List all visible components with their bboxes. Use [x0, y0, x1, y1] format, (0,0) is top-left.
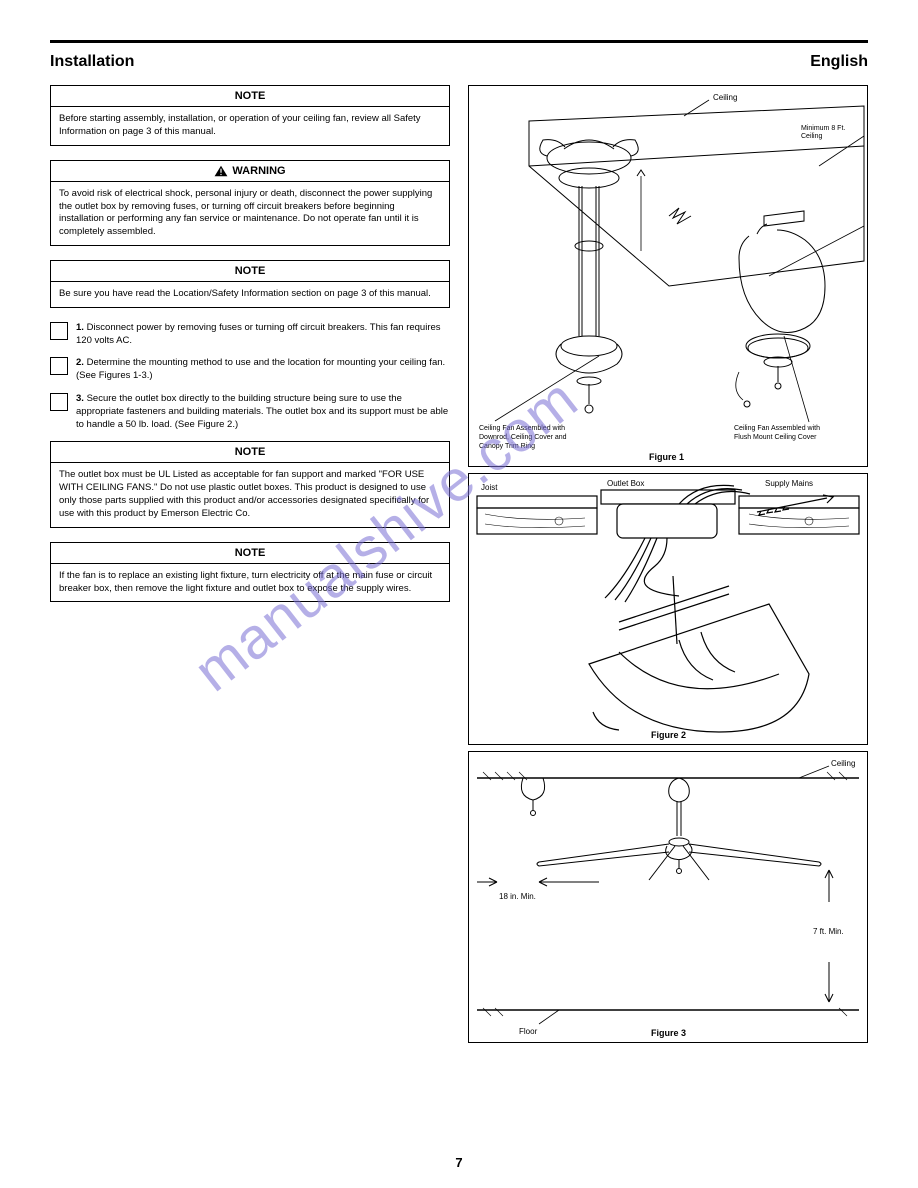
- step-1: 1. Disconnect power by removing fuses or…: [50, 322, 450, 348]
- note-body-2: Be sure you have read the Location/Safet…: [51, 282, 449, 307]
- section-title: Installation: [50, 53, 134, 71]
- fig3-label-ceiling: Ceiling: [831, 759, 855, 768]
- warning-body: To avoid risk of electrical shock, perso…: [51, 182, 449, 245]
- step-num: 1.: [76, 322, 84, 333]
- note-title: NOTE: [51, 86, 449, 107]
- fig1-label-minceiling: Minimum 8 Ft.: [801, 125, 845, 132]
- warning-title: WARNING: [51, 161, 449, 182]
- fig2-label-supply: Supply Mains: [765, 479, 813, 488]
- fig1-label-left: Ceiling Fan Assembled with: [479, 425, 565, 432]
- step-text: Determine the mounting method to use and…: [76, 357, 445, 381]
- fig2-caption: Figure 2: [651, 730, 686, 740]
- svg-text:Canopy Trim Ring: Canopy Trim Ring: [479, 443, 535, 450]
- fig1-label-ceiling: Ceiling: [713, 93, 737, 102]
- svg-text:Downrod, Ceiling Cover and: Downrod, Ceiling Cover and: [479, 434, 567, 441]
- note-box-2: NOTE Be sure you have read the Location/…: [50, 260, 450, 308]
- fig3-label-7ft: 7 ft. Min.: [813, 927, 844, 936]
- step-num: 3.: [76, 393, 84, 404]
- checkbox: [50, 357, 68, 375]
- page-number: 7: [0, 1155, 918, 1170]
- step-text: Secure the outlet box directly to the bu…: [76, 393, 448, 430]
- warning-icon: [214, 165, 228, 177]
- note-box-1: NOTE Before starting assembly, installat…: [50, 85, 450, 146]
- note-body: Before starting assembly, installation, …: [51, 107, 449, 145]
- fig1-label-right: Ceiling Fan Assembled with: [734, 425, 820, 432]
- fig3-label-floor: Floor: [519, 1027, 538, 1036]
- warning-label: WARNING: [232, 165, 285, 177]
- note-title-4: NOTE: [51, 543, 449, 564]
- note-title-3: NOTE: [51, 442, 449, 463]
- figure-2: Joist Outlet Box Supply Mains Figure 2: [468, 473, 868, 745]
- note-body-4: If the fan is to replace an existing lig…: [51, 564, 449, 602]
- checkbox: [50, 322, 68, 340]
- fig3-label-18in: 18 in. Min.: [499, 892, 536, 901]
- note-body-3: The outlet box must be UL Listed as acce…: [51, 463, 449, 526]
- figure-1: Ceiling Minimum 8 Ft. Ceiling Ceiling Fa…: [468, 85, 868, 467]
- fig2-label-outlet: Outlet Box: [607, 479, 644, 488]
- note-title-2: NOTE: [51, 261, 449, 282]
- note-box-3: NOTE The outlet box must be UL Listed as…: [50, 441, 450, 527]
- checkbox: [50, 393, 68, 411]
- svg-text:Ceiling: Ceiling: [801, 133, 823, 140]
- step-2: 2. Determine the mounting method to use …: [50, 357, 450, 383]
- note-box-4: NOTE If the fan is to replace an existin…: [50, 542, 450, 603]
- fig1-caption: Figure 1: [649, 452, 684, 462]
- warning-box: WARNING To avoid risk of electrical shoc…: [50, 160, 450, 246]
- step-3: 3. Secure the outlet box directly to the…: [50, 393, 450, 431]
- fig3-caption: Figure 3: [651, 1028, 686, 1038]
- step-text: Disconnect power by removing fuses or tu…: [76, 322, 441, 346]
- figure-3: 18 in. Min. 7 ft. Min. Ceiling: [468, 751, 868, 1043]
- step-num: 2.: [76, 357, 84, 368]
- fig2-label-joist: Joist: [481, 483, 498, 492]
- svg-text:Flush Mount Ceiling Cover: Flush Mount Ceiling Cover: [734, 434, 817, 441]
- language-label: English: [810, 53, 868, 71]
